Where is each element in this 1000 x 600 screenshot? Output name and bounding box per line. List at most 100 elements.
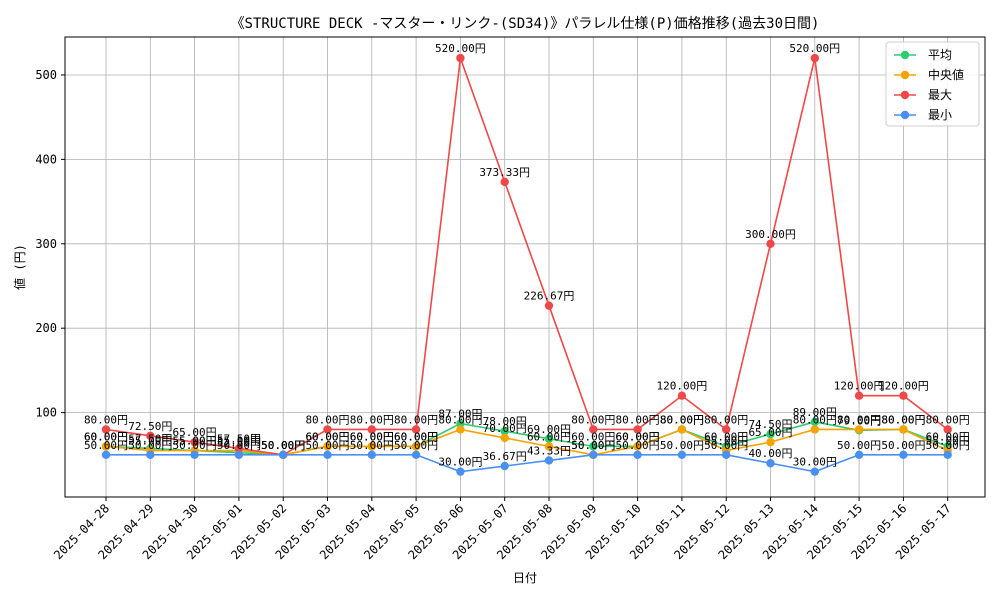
data-label: 120.00円	[878, 380, 929, 393]
legend-swatch-marker	[900, 50, 910, 60]
data-point	[899, 425, 908, 434]
data-label: 60.00円	[394, 430, 438, 443]
data-point	[899, 450, 908, 459]
data-point	[367, 442, 376, 451]
y-axis: 100 200 300 400 500	[35, 68, 65, 420]
data-label: 55.00円	[173, 435, 217, 448]
data-label: 50.00円	[173, 439, 217, 452]
data-label: 72.50円	[128, 420, 172, 433]
series-line-1	[105, 428, 949, 456]
data-label: 65.00円	[173, 426, 217, 439]
data-label: 50.00円	[261, 439, 305, 452]
data-point	[500, 177, 509, 187]
data-point	[943, 425, 952, 434]
data-point	[810, 53, 819, 63]
data-label: 55.00円	[704, 435, 748, 448]
data-label: 80.00円	[616, 413, 660, 426]
data-label: 55.00円	[128, 435, 172, 448]
data-label: 226.67円	[524, 290, 575, 303]
data-point	[500, 426, 509, 436]
data-label: 80.00円	[793, 413, 837, 426]
data-label: 80.00円	[881, 413, 925, 426]
y-axis-label: 値 (円)	[12, 244, 27, 290]
data-point	[766, 459, 775, 468]
data-point	[500, 461, 509, 471]
legend-box	[885, 41, 980, 127]
data-label: 50.00円	[571, 439, 615, 452]
data-point	[190, 450, 199, 459]
legend-swatch-marker	[900, 110, 910, 120]
data-point	[589, 425, 598, 434]
data-label: 65.00円	[748, 426, 792, 439]
data-label: 50.00円	[660, 439, 704, 452]
data-label: 80.00円	[84, 413, 128, 426]
plot-frame	[64, 36, 986, 498]
data-label: 80.00円	[438, 413, 482, 426]
data-label: 60.00円	[616, 430, 660, 443]
data-label: 50.00円	[261, 439, 305, 452]
data-label: 55.00円	[173, 435, 217, 448]
data-label: 50.00円	[837, 439, 881, 452]
data-label: 60.00円	[527, 430, 571, 443]
data-point	[677, 450, 687, 459]
data-label: 60.00円	[350, 430, 394, 443]
data-label: 80.00円	[305, 413, 349, 426]
data-label: 57.50円	[217, 432, 261, 445]
data-label: 80.00円	[394, 413, 438, 426]
data-label: 50.00円	[261, 439, 305, 452]
data-point	[234, 450, 244, 459]
series-line-0	[105, 421, 948, 456]
data-label: 57.50円	[128, 432, 172, 445]
y-tick-label: 500	[35, 68, 57, 82]
legend-label: 最小	[928, 108, 952, 122]
data-label: 69.00円	[527, 423, 571, 436]
data-point	[367, 450, 376, 459]
data-label: 520.00円	[789, 42, 840, 55]
data-label: 87.00円	[438, 408, 482, 421]
data-label: 30.00円	[438, 456, 482, 469]
data-point	[633, 425, 642, 434]
data-point	[854, 450, 864, 459]
data-point	[101, 450, 111, 459]
data-label: 300.00円	[745, 228, 796, 241]
data-point	[633, 450, 642, 459]
data-label: 74.50円	[748, 418, 792, 431]
legend-label: 平均	[928, 48, 952, 62]
data-label: 50.00円	[217, 439, 261, 452]
y-tick-label: 300	[35, 237, 57, 251]
data-label: 80.00円	[660, 413, 704, 426]
data-label: 55.00円	[926, 435, 970, 448]
legend-label: 中央値	[928, 67, 964, 82]
data-label: 50.00円	[84, 439, 128, 452]
data-label: 60.00円	[84, 430, 128, 443]
data-point	[810, 425, 819, 434]
data-label: 60.00円	[616, 430, 660, 443]
series-group	[101, 53, 952, 476]
y-tick-label: 400	[35, 152, 57, 166]
data-point	[677, 425, 687, 434]
data-point	[323, 425, 332, 434]
data-point	[943, 450, 952, 459]
data-point	[544, 442, 554, 451]
data-label: 373.33円	[479, 166, 530, 179]
data-label: 80.00円	[881, 413, 925, 426]
data-point	[766, 429, 775, 439]
data-label: 80.00円	[926, 413, 970, 426]
data-label: 50.00円	[128, 439, 172, 452]
data-point	[190, 437, 199, 447]
data-label: 60.00円	[305, 430, 349, 443]
data-label: 70.00円	[483, 422, 527, 435]
data-label: 52.50円	[217, 437, 261, 450]
data-label: 55.00円	[217, 435, 261, 448]
data-label: 80.00円	[350, 413, 394, 426]
data-label: 60.00円	[926, 430, 970, 443]
data-label: 60.00円	[394, 430, 438, 443]
data-point	[146, 450, 155, 459]
data-label: 36.67円	[483, 450, 527, 463]
data-label: 50.00円	[881, 439, 925, 452]
data-label: 520.00円	[435, 42, 486, 55]
data-label: 50.00円	[350, 439, 394, 452]
